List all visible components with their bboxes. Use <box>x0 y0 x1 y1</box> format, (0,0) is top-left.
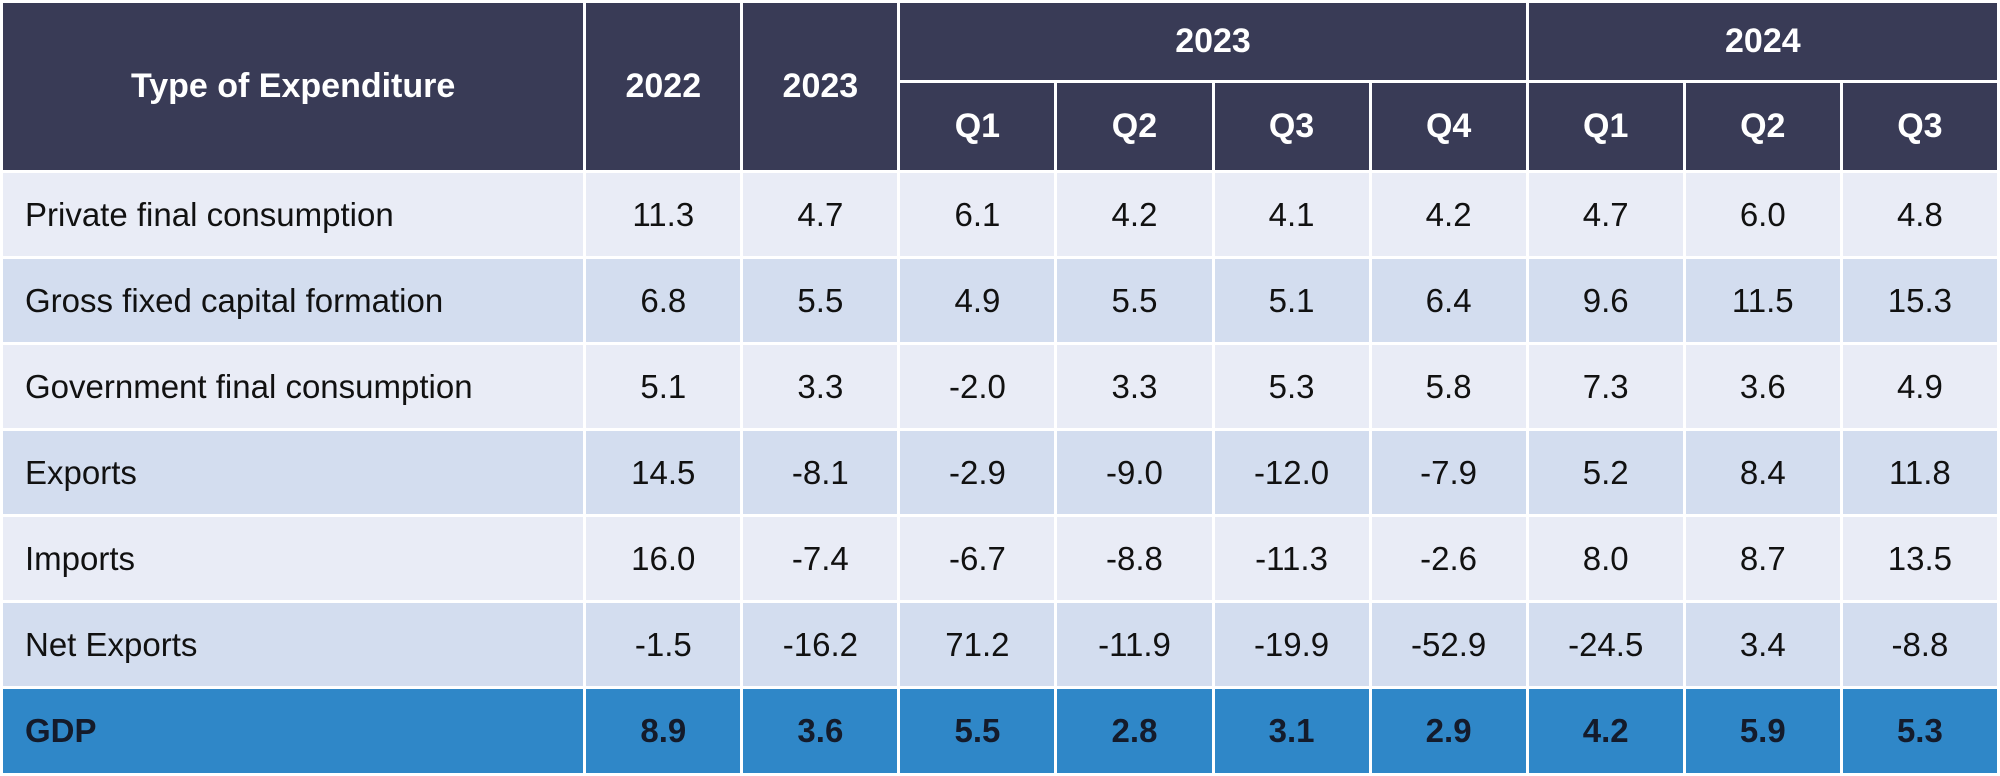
header-type-of-expenditure: Type of Expenditure <box>0 0 587 173</box>
header-2024-q1: Q1 <box>1525 80 1686 173</box>
table-cell: -8.8 <box>1054 514 1215 603</box>
table-cell: 16.0 <box>583 514 744 603</box>
table-cell: -12.0 <box>1211 428 1372 517</box>
header-year-2023: 2023 <box>740 0 901 173</box>
table-cell: 4.7 <box>740 170 901 259</box>
table-cell: 6.0 <box>1682 170 1843 259</box>
table-cell: 5.3 <box>1839 686 2000 776</box>
row-label: Private final consumption <box>0 170 587 259</box>
table-cell: 6.1 <box>897 170 1058 259</box>
header-2023-q3: Q3 <box>1211 80 1372 173</box>
table-cell: -16.2 <box>740 600 901 689</box>
table-cell: 5.9 <box>1682 686 1843 776</box>
table-cell: 14.5 <box>583 428 744 517</box>
header-row-quarters: Q1 Q2 Q3 Q4 Q1 Q2 Q3 <box>2 80 2000 173</box>
table-cell: 2.9 <box>1368 686 1529 776</box>
table-row: Government final consumption 5.1 3.3 -2.… <box>0 342 2000 431</box>
row-label: GDP <box>0 686 587 776</box>
table-cell: -9.0 <box>1054 428 1215 517</box>
header-year-2022: 2022 <box>583 0 744 173</box>
table-cell: -52.9 <box>1368 600 1529 689</box>
header-group-2023: 2023 <box>897 0 1529 83</box>
header-2023-q1: Q1 <box>897 80 1058 173</box>
table-cell: -11.3 <box>1211 514 1372 603</box>
table-row: Gross fixed capital formation 6.8 5.5 4.… <box>0 256 2000 345</box>
table-cell: 4.2 <box>1525 686 1686 776</box>
table-cell: 3.3 <box>740 342 901 431</box>
table-cell: 5.2 <box>1525 428 1686 517</box>
table-cell: -6.7 <box>897 514 1058 603</box>
table-cell: -8.1 <box>740 428 901 517</box>
table-cell: 11.3 <box>583 170 744 259</box>
table-cell: 13.5 <box>1839 514 2000 603</box>
table-cell: 2.8 <box>1054 686 1215 776</box>
table-cell: 5.1 <box>1211 256 1372 345</box>
table-cell: 5.5 <box>897 686 1058 776</box>
table-cell: 71.2 <box>897 600 1058 689</box>
table-cell: -2.0 <box>897 342 1058 431</box>
table-cell: 3.6 <box>1682 342 1843 431</box>
table-cell: -7.9 <box>1368 428 1529 517</box>
table-cell: -19.9 <box>1211 600 1372 689</box>
table-cell: 9.6 <box>1525 256 1686 345</box>
table-cell: 11.5 <box>1682 256 1843 345</box>
table-cell: -1.5 <box>583 600 744 689</box>
header-2023-q4: Q4 <box>1368 80 1529 173</box>
table-cell: 8.7 <box>1682 514 1843 603</box>
table-cell: 7.3 <box>1525 342 1686 431</box>
header-2024-q2: Q2 <box>1682 80 1843 173</box>
table-row: Imports 16.0 -7.4 -6.7 -8.8 -11.3 -2.6 8… <box>0 514 2000 603</box>
header-2024-q3: Q3 <box>1839 80 2000 173</box>
row-label: Exports <box>0 428 587 517</box>
table-cell: -24.5 <box>1525 600 1686 689</box>
table-cell: 4.7 <box>1525 170 1686 259</box>
table-cell: 3.4 <box>1682 600 1843 689</box>
table-cell: 4.2 <box>1054 170 1215 259</box>
table-cell: -8.8 <box>1839 600 2000 689</box>
row-label: Net Exports <box>0 600 587 689</box>
table-row: Private final consumption 11.3 4.7 6.1 4… <box>0 170 2000 259</box>
table-cell: -2.6 <box>1368 514 1529 603</box>
table-cell: 4.2 <box>1368 170 1529 259</box>
table-cell: 15.3 <box>1839 256 2000 345</box>
table-cell: 3.1 <box>1211 686 1372 776</box>
table-cell: -2.9 <box>897 428 1058 517</box>
table-cell: 11.8 <box>1839 428 2000 517</box>
table-cell: 5.8 <box>1368 342 1529 431</box>
table-cell: 8.0 <box>1525 514 1686 603</box>
row-label: Gross fixed capital formation <box>0 256 587 345</box>
table-cell: 8.4 <box>1682 428 1843 517</box>
header-group-2024: 2024 <box>1525 0 2000 83</box>
table-cell: 5.3 <box>1211 342 1372 431</box>
table-cell: 3.3 <box>1054 342 1215 431</box>
table-cell: 4.9 <box>1839 342 2000 431</box>
table-cell: 5.1 <box>583 342 744 431</box>
table-cell: 5.5 <box>740 256 901 345</box>
row-label: Government final consumption <box>0 342 587 431</box>
header-row-years: Type of Expenditure 2022 2023 2023 2024 <box>0 0 2000 173</box>
row-label: Imports <box>0 514 587 603</box>
table-cell: -7.4 <box>740 514 901 603</box>
header-2023-q2: Q2 <box>1054 80 1215 173</box>
table-cell: 8.9 <box>583 686 744 776</box>
table-cell: 4.9 <box>897 256 1058 345</box>
table-row: Net Exports -1.5 -16.2 71.2 -11.9 -19.9 … <box>0 600 2000 689</box>
table-cell: 3.6 <box>740 686 901 776</box>
table-cell: 6.4 <box>1368 256 1529 345</box>
table-cell: 5.5 <box>1054 256 1215 345</box>
gdp-row: GDP 8.9 3.6 5.5 2.8 3.1 2.9 4.2 5.9 5.3 <box>0 686 2000 776</box>
table-cell: 4.1 <box>1211 170 1372 259</box>
table-row: Exports 14.5 -8.1 -2.9 -9.0 -12.0 -7.9 5… <box>0 428 2000 517</box>
table-cell: 4.8 <box>1839 170 2000 259</box>
table-cell: -11.9 <box>1054 600 1215 689</box>
table-cell: 6.8 <box>583 256 744 345</box>
